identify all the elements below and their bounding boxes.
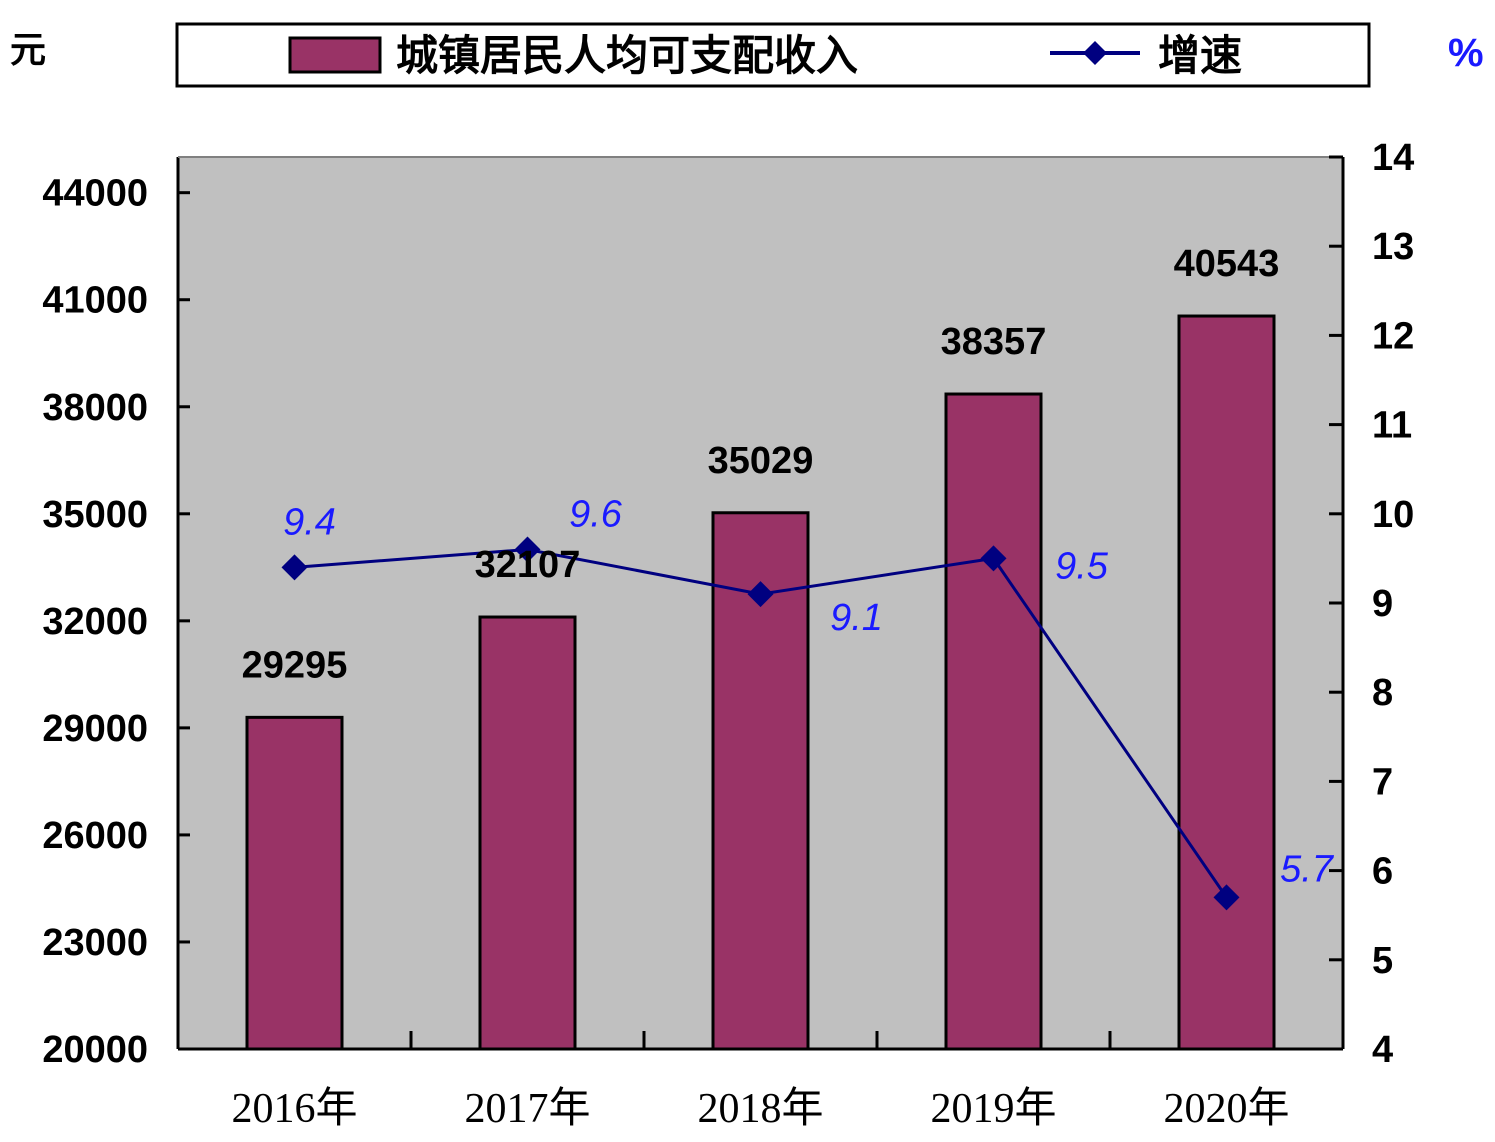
left-axis-tick-label: 26000 [42,815,148,857]
left-axis-tick-label: 44000 [42,173,148,215]
category-label: 2020年 [1163,1085,1289,1132]
category-label: 2019年 [930,1085,1056,1132]
right-axis-tick-label: 4 [1372,1029,1393,1071]
bar-value-label: 35029 [708,440,814,482]
growth-point [1213,884,1240,911]
growth-value-label: 9.1 [830,597,883,639]
left-axis-unit: 元 [10,29,46,71]
left-axis-tick-label: 20000 [42,1029,148,1071]
legend: 城镇居民人均可支配收入 增速 [175,22,1371,88]
right-axis-tick-label: 12 [1372,315,1414,357]
income-bar [478,615,577,1051]
left-axis-tick-label: 41000 [42,280,148,322]
legend-line-label: 增速 [1158,31,1242,80]
right-axis-tick-label: 6 [1372,851,1393,893]
category-label: 2018年 [697,1085,823,1132]
bar-value-label: 29295 [242,644,348,686]
category-label: 2016年 [231,1085,357,1132]
bar-value-label: 40543 [1174,243,1280,285]
income-bar [245,715,344,1051]
right-axis-tick-label: 5 [1372,940,1393,982]
left-axis-tick-label: 35000 [42,494,148,536]
growth-line-layer [281,536,1240,911]
bar-value-label: 32107 [475,544,581,586]
left-axis-tick-label: 32000 [42,601,148,643]
bar-value-label: 38357 [941,321,1047,363]
growth-value-label: 9.6 [569,493,623,535]
legend-bar-swatch [288,36,382,74]
growth-point [747,581,774,608]
growth-point [980,545,1007,572]
right-axis-tick-label: 14 [1372,137,1414,179]
growth-value-label: 9.5 [1055,545,1109,587]
legend-bar-label: 城镇居民人均可支配收入 [396,31,858,80]
right-axis-unit: % [1448,31,1484,75]
income-bars [245,314,1276,1051]
right-axis-tick-label: 8 [1372,672,1393,714]
income-bar [1177,314,1276,1051]
left-axis-tick-label: 29000 [42,708,148,750]
growth-value-label: 9.4 [283,501,336,543]
right-axis-tick-label: 7 [1372,761,1393,803]
axes: 20000 23000 26000 29000 32000 35000 38000 41000… [42,137,1414,1071]
labels: 2016年 2017年 2018年 2019年 2020年 29295 32107 35029… [231,243,1334,1132]
income-bar [944,392,1043,1051]
right-axis-tick-label: 9 [1372,583,1393,625]
growth-point [514,536,541,563]
left-axis-tick-label: 38000 [42,387,148,429]
right-axis-tick-label: 13 [1372,226,1414,268]
legend-line-marker [1083,41,1107,65]
growth-value-label: 5.7 [1280,848,1335,890]
right-axis-tick-label: 10 [1372,494,1414,536]
category-label: 2017年 [464,1085,590,1132]
growth-point [281,554,308,581]
right-axis-tick-label: 11 [1372,405,1412,447]
left-axis-tick-label: 23000 [42,922,148,964]
